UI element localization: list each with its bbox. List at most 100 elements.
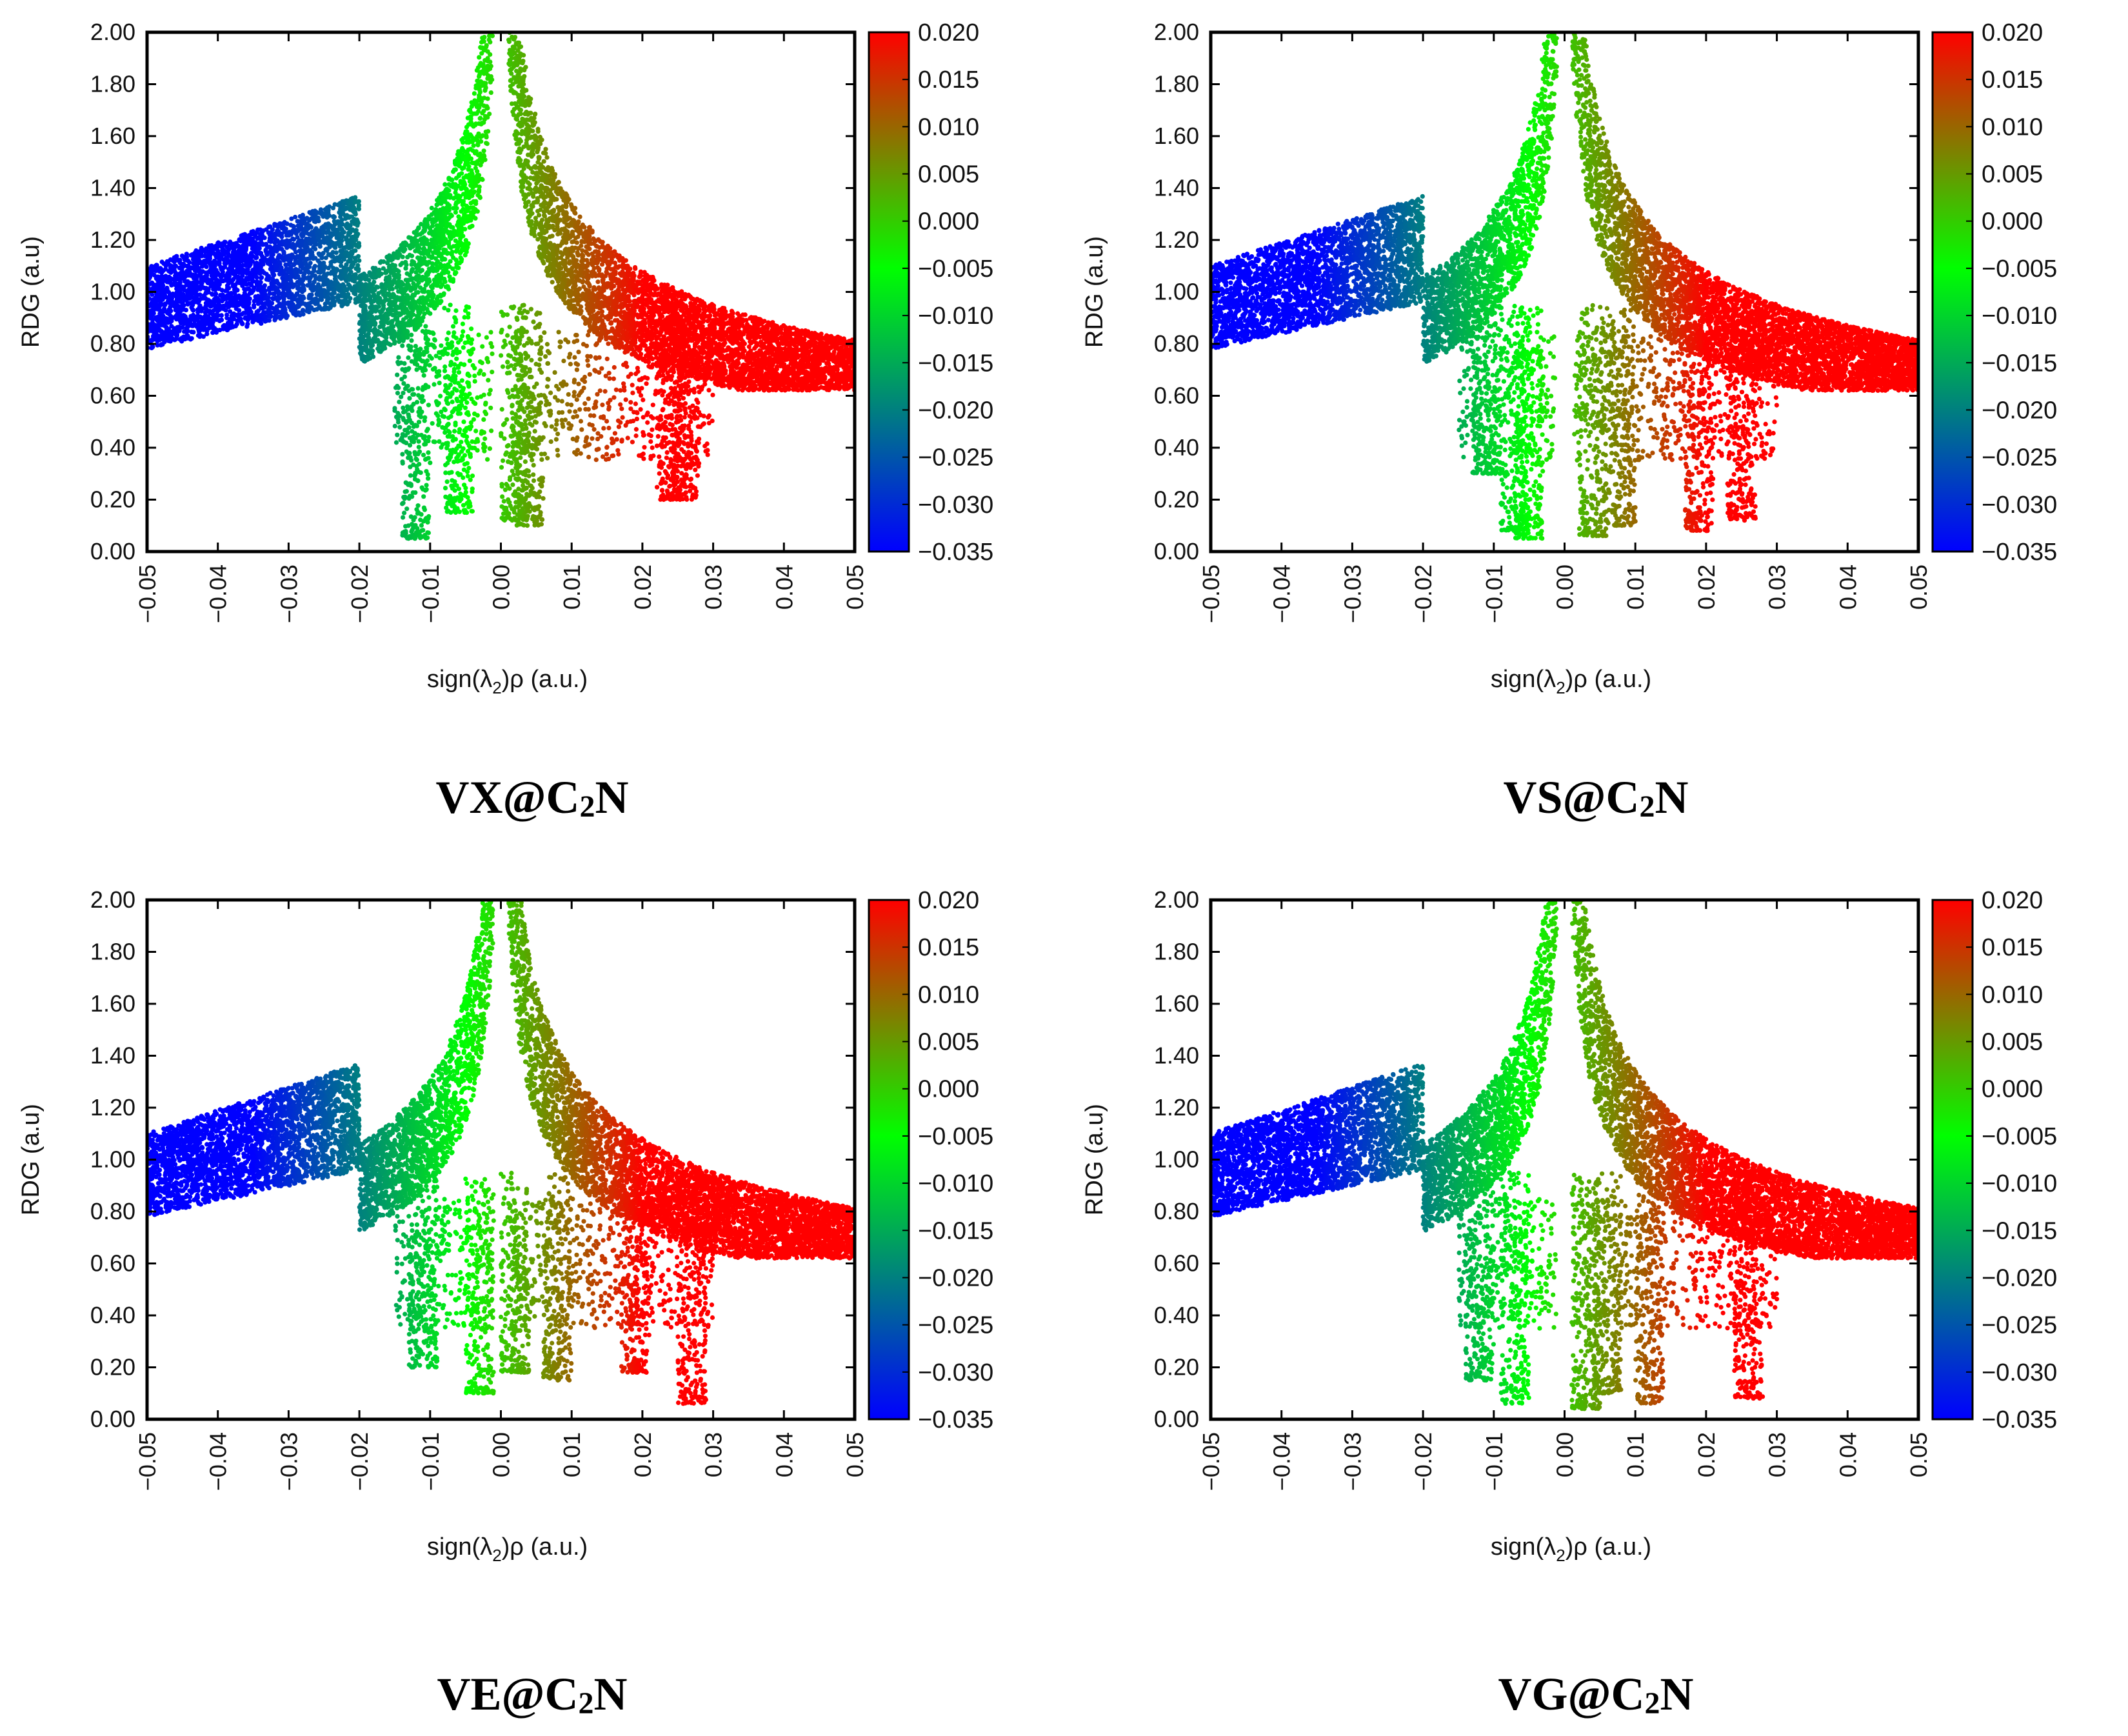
rdg-point	[746, 388, 751, 393]
rdg-point	[510, 23, 514, 27]
rdg-point	[488, 22, 492, 26]
rdg-point	[283, 262, 288, 268]
rdg-point	[453, 257, 459, 263]
rdg-point	[679, 289, 684, 294]
rdg-point	[429, 205, 434, 211]
rdg-point	[268, 314, 273, 319]
rdg-point	[174, 263, 179, 268]
rdg-point	[633, 266, 638, 271]
rdg-point	[489, 3, 493, 7]
rdg-point	[550, 234, 555, 239]
rdg-point	[486, 19, 490, 24]
rdg-point	[599, 309, 605, 314]
rdg-point	[417, 300, 423, 305]
rdg-point	[488, 79, 493, 85]
rdg-point	[513, 17, 518, 22]
rdg-point	[509, 15, 513, 20]
rdg-point	[649, 341, 654, 347]
rdg-point	[599, 262, 605, 267]
rdg-point	[582, 321, 588, 326]
rdg-point	[308, 261, 313, 266]
rdg-point	[486, 0, 491, 3]
rdg-point	[507, 8, 512, 13]
rdg-point	[548, 194, 553, 199]
rdg-point	[670, 285, 675, 290]
rdg-point	[513, 4, 518, 8]
rdg-point	[625, 265, 630, 270]
rdg-point	[486, 23, 491, 28]
rdg-point	[484, 13, 489, 17]
rdg-point	[484, 21, 489, 25]
rdg-point	[506, 17, 511, 22]
rdg-point	[804, 388, 810, 393]
rdg-point	[507, 13, 512, 17]
rdg-point	[203, 286, 208, 291]
rdg-point	[489, 14, 493, 18]
rdg-point	[770, 320, 775, 325]
rdg-point	[485, 17, 490, 21]
rdg-point	[507, 3, 512, 7]
rdg-point	[612, 260, 618, 266]
rdg-point	[466, 147, 471, 152]
rdg-point	[533, 112, 538, 117]
rdg-point	[508, 25, 512, 29]
rdg-point	[508, 84, 513, 89]
rdg-point	[477, 55, 482, 60]
rdg-point	[457, 163, 462, 169]
rdg-point	[509, 1, 513, 5]
rdg-point	[576, 246, 581, 251]
rdg-point	[487, 5, 492, 10]
rdg-point	[513, 19, 517, 24]
rdg-point	[323, 255, 328, 261]
scatter-points	[147, 0, 855, 541]
rdg-point	[527, 186, 533, 192]
rdg-point	[533, 222, 538, 228]
rdg-point	[740, 388, 745, 393]
rdg-point	[339, 226, 344, 232]
rdg-point	[448, 259, 453, 264]
rdg-point	[449, 213, 454, 218]
rdg-point	[453, 210, 459, 215]
rdg-point	[244, 324, 250, 329]
rdg-point	[623, 258, 628, 263]
rdg-point	[489, 23, 493, 28]
rdg-point	[516, 16, 521, 21]
panel-vx: −0.05 −0.04 −0.03 −0.02 −0.01 0.00 0.01 0.02 0.0…	[0, 0, 1064, 868]
rdg-point	[483, 19, 488, 24]
rdg-point	[758, 339, 763, 345]
rdg-point	[451, 169, 456, 174]
rdg-point	[355, 268, 361, 273]
rdg-point	[517, 25, 522, 30]
rdg-point	[438, 284, 444, 290]
rdg-point	[597, 266, 602, 272]
rdg-point	[535, 208, 541, 214]
rdg-point	[489, 5, 493, 10]
rdg-point	[511, 17, 515, 22]
rdg-point	[332, 202, 337, 207]
rdg-point	[512, 6, 517, 11]
rdg-point	[513, 0, 518, 3]
rdg-point	[288, 278, 293, 283]
rdg-point	[511, 23, 515, 28]
rdg-point	[195, 310, 201, 315]
rdg-point	[422, 311, 427, 316]
rdg-point	[372, 279, 377, 284]
rdg-point	[565, 255, 570, 260]
rdg-point	[621, 287, 626, 292]
rdg-point	[488, 0, 493, 1]
rdg-point	[443, 279, 448, 284]
rdg-point	[458, 255, 463, 260]
rdg-point	[471, 143, 476, 148]
rdg-point	[526, 103, 532, 108]
rdg-point	[608, 321, 613, 326]
rdg-point	[484, 8, 489, 12]
rdg-point	[601, 288, 606, 293]
rdg-point	[808, 348, 813, 354]
rdg-point	[484, 24, 488, 28]
rdg-point	[487, 7, 492, 12]
rdg-point	[579, 239, 584, 244]
rdg-point	[490, 19, 495, 23]
rdg-point	[575, 251, 581, 256]
rdg-point	[489, 15, 493, 19]
